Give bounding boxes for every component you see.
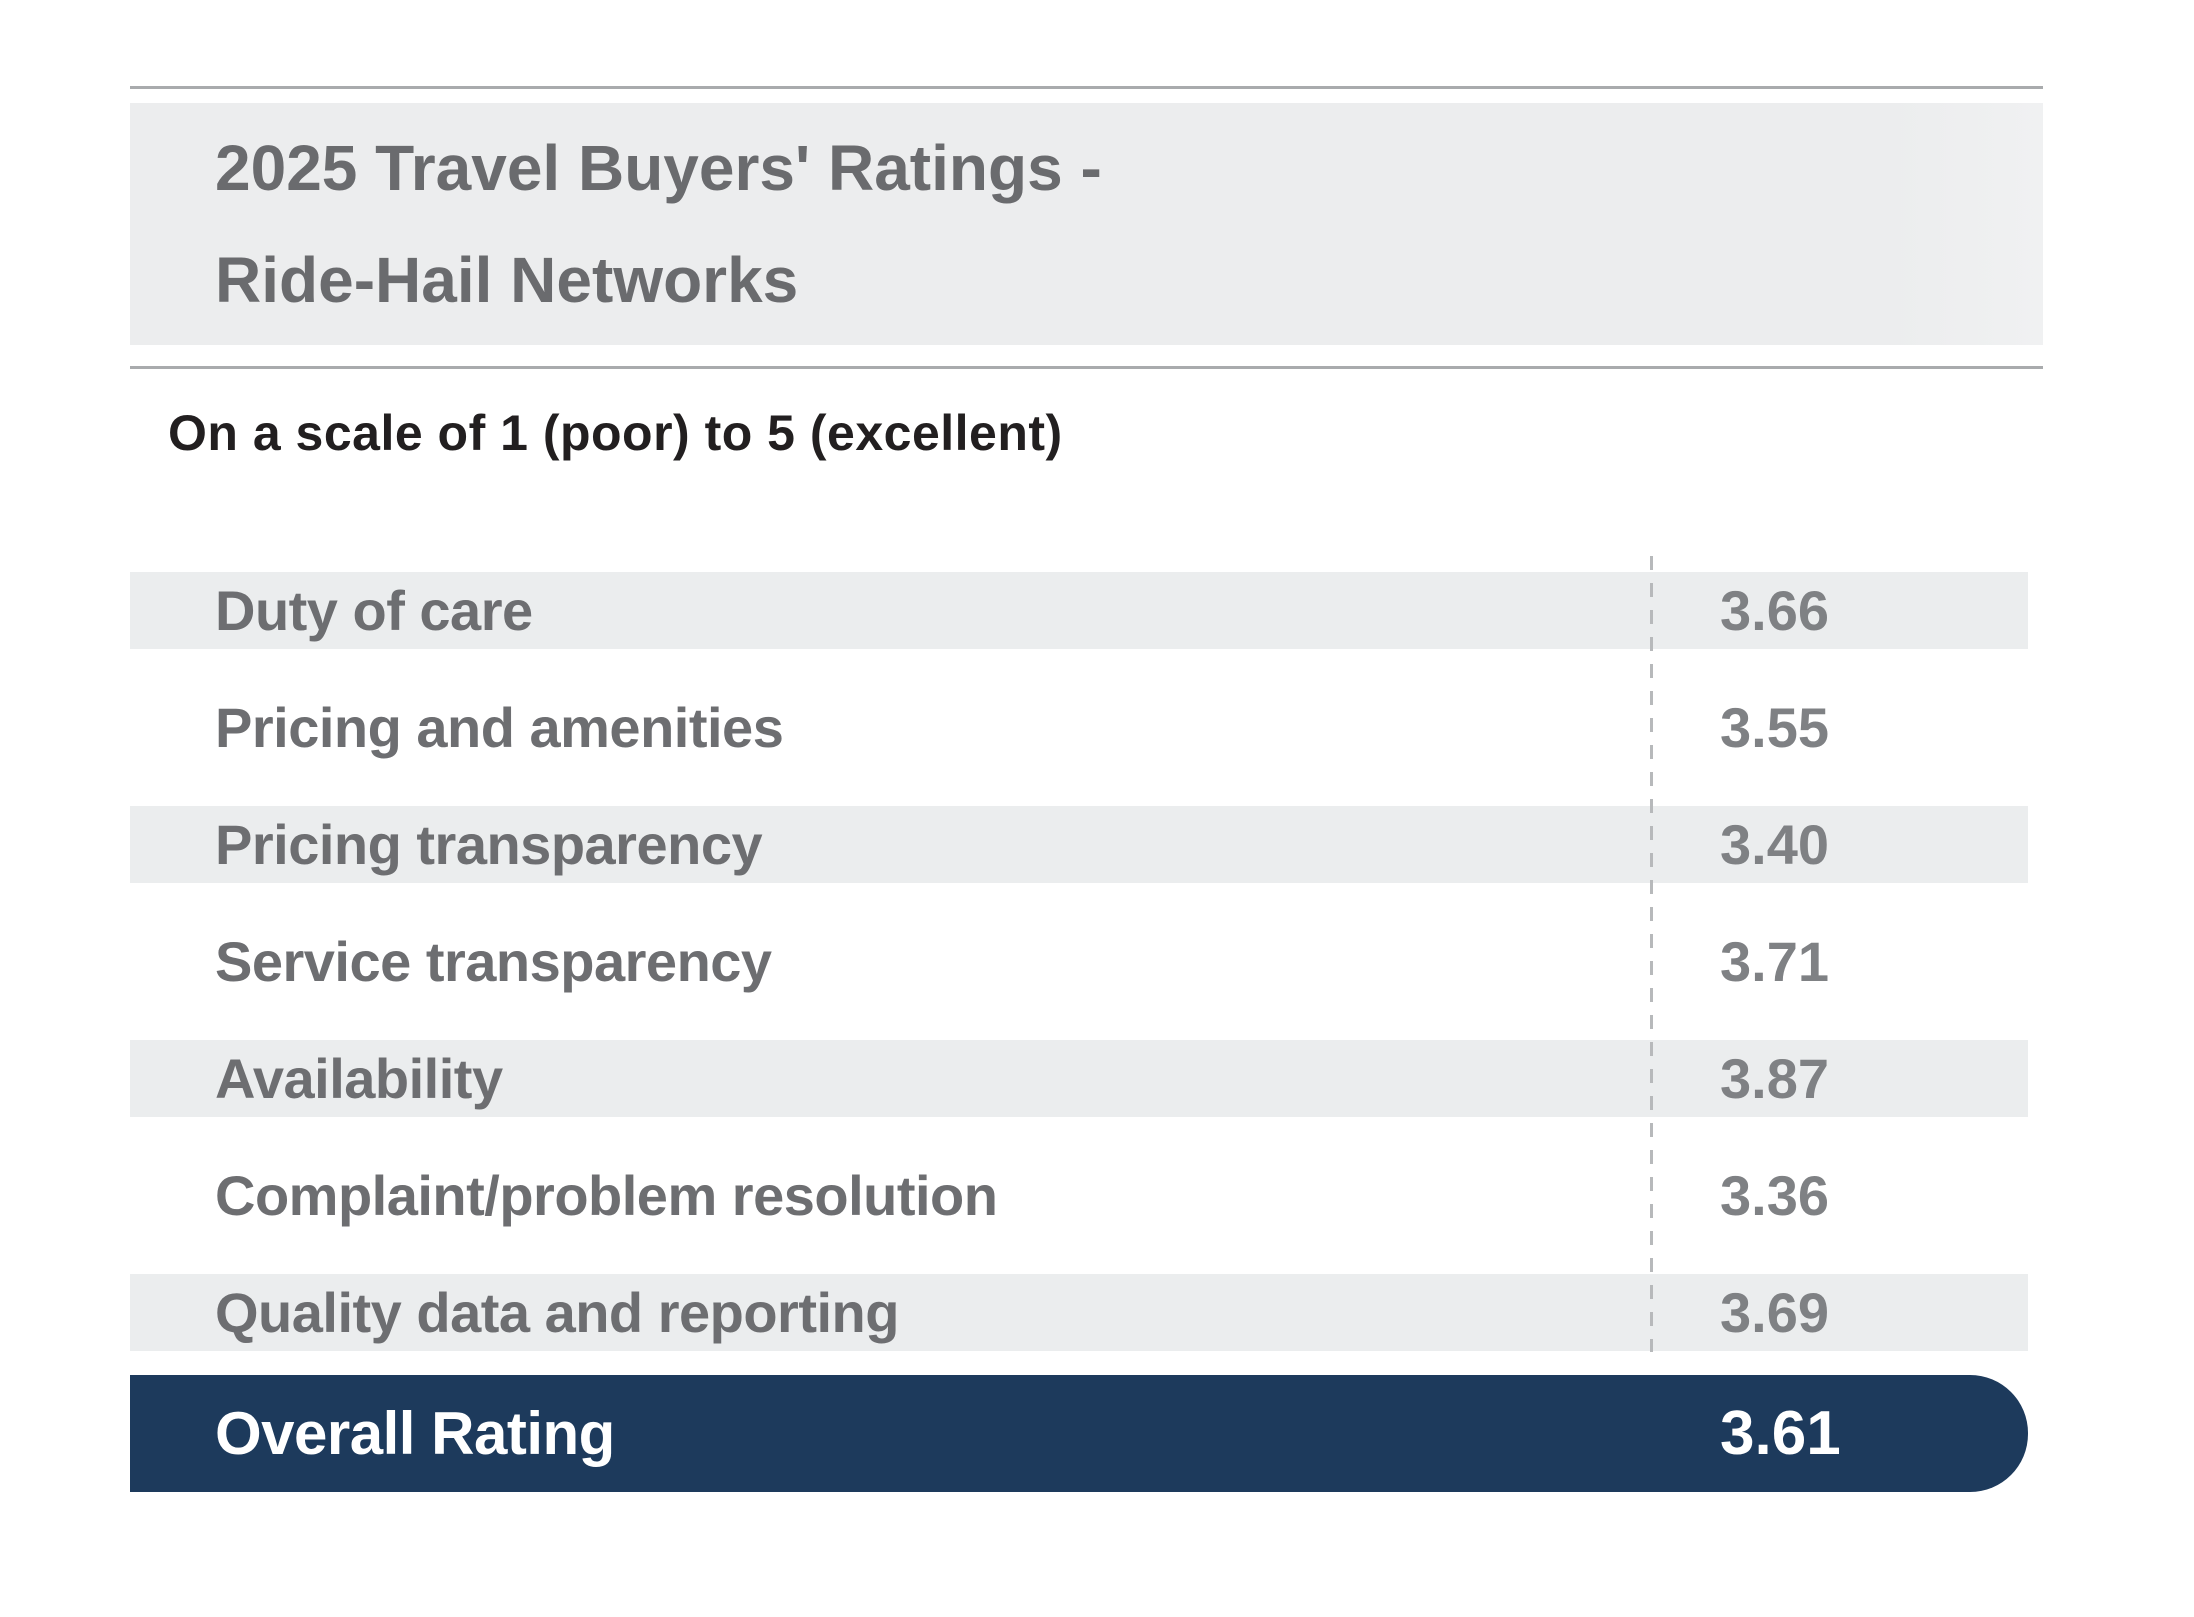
- rating-row-label: Pricing and amenities: [215, 696, 784, 759]
- overall-rating-value: 3.61: [1720, 1399, 1841, 1468]
- page-title-line-2: Ride-Hail Networks: [215, 244, 799, 316]
- overall-rating-label: Overall Rating: [215, 1400, 615, 1467]
- header-top-rule: [130, 86, 2043, 89]
- rating-row-value: 3.40: [1720, 813, 1829, 876]
- rating-row-label: Quality data and reporting: [215, 1281, 899, 1344]
- rating-row-value: 3.66: [1720, 579, 1829, 642]
- rating-row: Duty of care 3.66: [130, 572, 2028, 649]
- rating-row: Pricing and amenities 3.55: [130, 689, 2028, 766]
- value-column-divider: [1650, 556, 1653, 1352]
- rating-row-label: Availability: [215, 1047, 503, 1110]
- page-title-line-1: 2025 Travel Buyers' Ratings -: [215, 132, 1102, 204]
- rating-row-value: 3.69: [1720, 1281, 1829, 1344]
- rating-row-label: Duty of care: [215, 579, 533, 642]
- ratings-table: Duty of care 3.66 Pricing and amenities …: [130, 572, 2028, 1391]
- rating-row-value: 3.87: [1720, 1047, 1829, 1110]
- rating-row-value: 3.36: [1720, 1164, 1829, 1227]
- rating-row-value: 3.55: [1720, 696, 1829, 759]
- rating-row: Pricing transparency 3.40: [130, 806, 2028, 883]
- rating-row: Service transparency 3.71: [130, 923, 2028, 1000]
- rating-row: Availability 3.87: [130, 1040, 2028, 1117]
- header: 2025 Travel Buyers' Ratings - Ride-Hail …: [130, 103, 2043, 345]
- rating-row-value: 3.71: [1720, 930, 1829, 993]
- scale-subtitle: On a scale of 1 (poor) to 5 (excellent): [168, 405, 1063, 461]
- rating-row-label: Service transparency: [215, 930, 772, 993]
- rating-row: Complaint/problem resolution 3.36: [130, 1157, 2028, 1234]
- overall-rating-bar: Overall Rating 3.61: [130, 1375, 2028, 1492]
- header-bottom-rule: [130, 366, 2043, 369]
- rating-row: Quality data and reporting 3.69: [130, 1274, 2028, 1351]
- rating-row-label: Complaint/problem resolution: [215, 1164, 998, 1227]
- rating-row-label: Pricing transparency: [215, 813, 763, 876]
